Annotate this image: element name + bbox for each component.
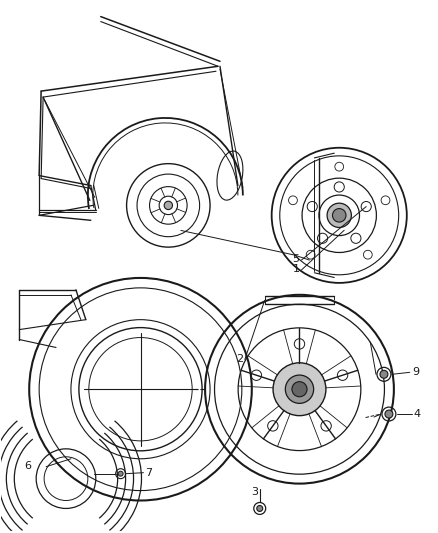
Circle shape bbox=[273, 363, 326, 416]
Text: 3: 3 bbox=[251, 487, 258, 497]
Text: 4: 4 bbox=[414, 409, 421, 419]
Text: 5: 5 bbox=[293, 254, 300, 264]
Text: 2: 2 bbox=[236, 354, 243, 365]
Circle shape bbox=[285, 375, 314, 403]
Text: 6: 6 bbox=[25, 461, 32, 471]
Text: 1: 1 bbox=[293, 264, 300, 274]
Circle shape bbox=[332, 208, 346, 222]
Circle shape bbox=[327, 203, 351, 228]
Circle shape bbox=[292, 382, 307, 397]
Text: 9: 9 bbox=[412, 367, 419, 377]
Circle shape bbox=[118, 471, 123, 476]
Circle shape bbox=[385, 410, 393, 418]
Circle shape bbox=[164, 201, 173, 209]
Circle shape bbox=[380, 370, 388, 378]
Text: 7: 7 bbox=[145, 467, 152, 478]
Circle shape bbox=[257, 505, 263, 512]
